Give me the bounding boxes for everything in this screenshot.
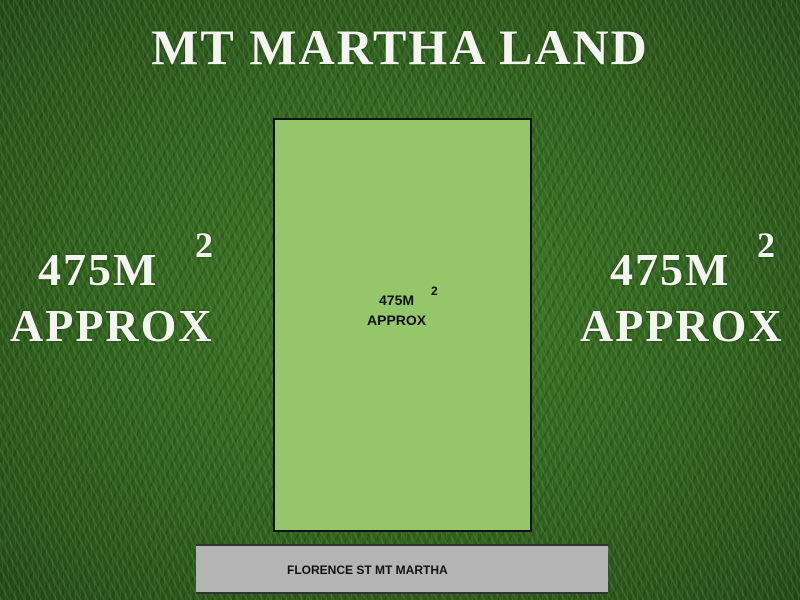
right-approx-label: APPROX bbox=[580, 300, 784, 351]
page-title: MT MARTHA LAND bbox=[151, 19, 649, 75]
right-area-label: 475M bbox=[610, 244, 731, 295]
lot-approx-label: APPROX bbox=[367, 312, 427, 328]
land-lot: 475M 2 APPROX bbox=[273, 118, 532, 532]
street-name: FLORENCE ST MT MARTHA bbox=[287, 563, 448, 577]
left-area-label: 475M bbox=[38, 244, 159, 295]
left-approx-label: APPROX bbox=[10, 300, 214, 351]
lot-area-label: 475M bbox=[379, 292, 415, 308]
left-area-superscript: 2 bbox=[195, 225, 215, 265]
street-bar: FLORENCE ST MT MARTHA bbox=[196, 544, 608, 594]
right-area-superscript: 2 bbox=[757, 225, 777, 265]
lot-area-superscript: 2 bbox=[431, 284, 438, 298]
